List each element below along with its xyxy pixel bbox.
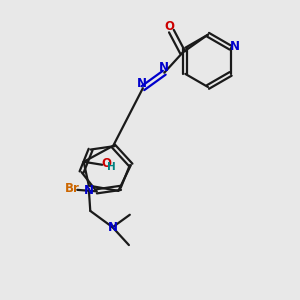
Text: N: N bbox=[230, 40, 240, 53]
Text: N: N bbox=[159, 61, 169, 74]
Text: N: N bbox=[137, 77, 147, 90]
Text: O: O bbox=[102, 158, 112, 170]
Text: Br: Br bbox=[64, 182, 80, 196]
Text: N: N bbox=[108, 221, 118, 234]
Text: O: O bbox=[164, 20, 174, 33]
Text: H: H bbox=[107, 162, 116, 172]
Text: N: N bbox=[84, 184, 94, 197]
